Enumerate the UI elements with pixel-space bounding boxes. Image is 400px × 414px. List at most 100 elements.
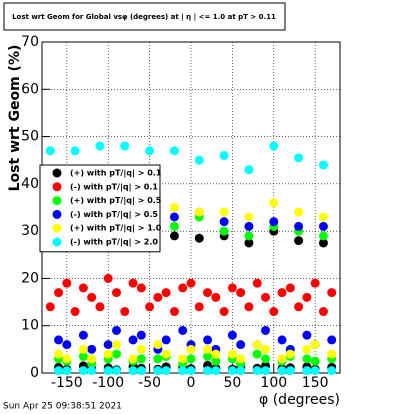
data-point: [54, 335, 64, 345]
data-point: [161, 288, 171, 298]
data-point: [128, 366, 138, 376]
data-point: [285, 283, 295, 293]
data-point: [95, 302, 105, 312]
legend: (+) with pT/|q| > 0.1 (-) with pT/|q| > 0…: [39, 164, 162, 253]
data-point: [153, 292, 163, 302]
data-point: [186, 366, 196, 376]
data-point: [103, 273, 113, 283]
data-point: [161, 366, 171, 376]
data-point: [153, 366, 163, 376]
data-point: [194, 207, 204, 217]
y-tick-label: 20: [21, 270, 39, 286]
data-point: [136, 344, 146, 354]
data-point: [318, 212, 328, 222]
data-point: [252, 340, 262, 350]
data-point: [277, 366, 287, 376]
data-point: [194, 233, 204, 243]
data-point: [236, 366, 246, 376]
data-point: [261, 325, 270, 335]
data-point: [169, 231, 179, 241]
data-point: [70, 146, 80, 156]
data-point: [203, 335, 213, 345]
data-point: [244, 221, 254, 231]
y-tick-label: 40: [21, 176, 39, 192]
x-tick-label: -50: [138, 375, 161, 391]
data-point: [78, 344, 88, 354]
data-point: [161, 335, 171, 345]
data-point: [269, 141, 279, 151]
legend-label: (-) with pT/|q| > 2.0: [70, 238, 158, 247]
data-point: [78, 366, 88, 376]
data-point: [261, 292, 270, 302]
data-point: [186, 344, 196, 354]
data-point: [203, 366, 213, 376]
data-point: [145, 146, 155, 156]
data-point: [227, 330, 237, 340]
data-point: [261, 354, 270, 364]
data-point: [62, 340, 72, 350]
data-point: [227, 366, 237, 376]
data-point: [261, 344, 270, 354]
data-point: [277, 335, 287, 345]
y-tick-label: 60: [21, 81, 39, 97]
data-point: [302, 330, 312, 340]
data-point: [112, 340, 121, 350]
data-point: [318, 221, 328, 231]
data-point: [87, 354, 97, 364]
x-tick-label: 50: [223, 375, 241, 391]
data-point: [194, 155, 204, 165]
data-point: [302, 344, 312, 354]
data-point: [310, 278, 320, 288]
data-point: [327, 366, 337, 376]
data-point: [153, 340, 163, 350]
data-point: [269, 307, 279, 317]
data-point: [327, 335, 337, 345]
data-point: [277, 354, 287, 364]
x-tick-label: -100: [92, 375, 124, 391]
data-point: [327, 288, 337, 298]
data-point: [136, 366, 146, 376]
data-point: [194, 302, 204, 312]
data-point: [244, 302, 254, 312]
data-point: [294, 153, 304, 163]
data-point: [120, 307, 130, 317]
y-tick-label: 30: [21, 223, 39, 239]
data-point: [236, 288, 246, 298]
data-point: [211, 349, 221, 359]
data-point: [219, 217, 229, 227]
data-point: [294, 302, 304, 312]
data-point: [294, 207, 304, 217]
y-tick-label: 10: [21, 318, 39, 334]
data-point: [219, 226, 229, 236]
data-point: [178, 325, 188, 335]
y-tick-label: 70: [21, 34, 39, 50]
data-point: [54, 288, 64, 298]
data-point: [219, 307, 229, 317]
data-point: [203, 288, 213, 298]
data-point: [327, 349, 337, 359]
data-point: [103, 349, 113, 359]
data-point: [186, 278, 196, 288]
data-point: [244, 165, 254, 175]
data-point: [169, 212, 179, 222]
data-point: [112, 288, 121, 298]
legend-box: [39, 164, 161, 253]
data-point: [78, 330, 88, 340]
data-point: [318, 307, 328, 317]
data-point: [103, 366, 113, 376]
x-tick-label: -150: [51, 375, 83, 391]
data-point: [103, 340, 113, 350]
data-point: [203, 344, 213, 354]
data-point: [136, 283, 146, 293]
data-point: [178, 283, 188, 293]
data-point: [318, 231, 328, 241]
data-point: [294, 236, 304, 246]
data-point: [169, 307, 179, 317]
legend-label: (-) with pT/|q| > 0.5: [70, 210, 158, 219]
data-point: [153, 354, 163, 364]
data-point: [178, 354, 188, 364]
data-point: [87, 344, 97, 354]
data-point: [219, 150, 229, 160]
data-point: [294, 221, 304, 231]
y-axis-label: Lost wrt Geom (%): [7, 45, 23, 192]
